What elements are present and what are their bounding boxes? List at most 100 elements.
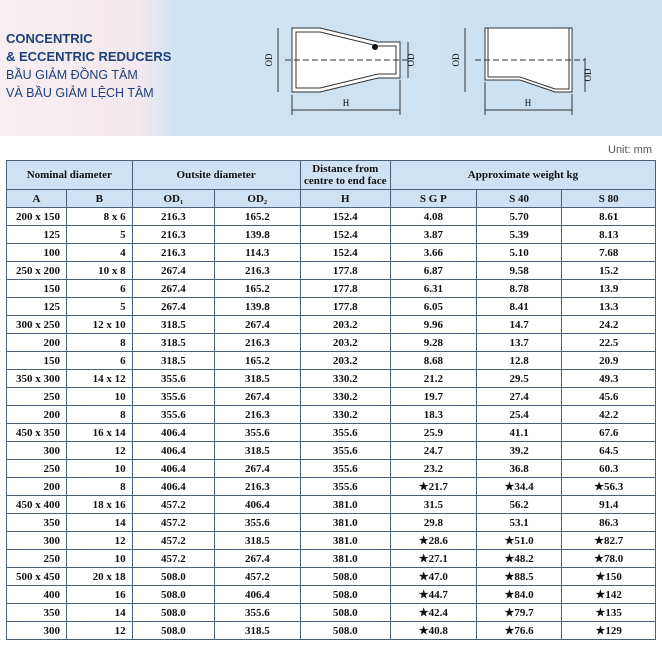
title-line: & ECCENTRIC REDUCERS [6,49,172,64]
cell: 508.0 [131,567,216,586]
cell: 27.4 [475,387,563,406]
diagram-label: H [525,98,532,108]
cell: 355.6 [299,441,391,460]
weld-mark [372,44,378,50]
cell: 3.66 [389,243,477,262]
column-header: OD₁ [131,189,216,208]
cell: 318.5 [214,369,301,388]
cell: ★40.8 [389,621,477,640]
cell: ★150 [561,567,656,586]
cell: 300 [6,441,67,460]
cell: 267.4 [131,279,216,298]
cell: 457.2 [131,531,216,550]
cell: 250 [6,549,67,568]
cell: 9.96 [389,315,477,334]
cell: 8.41 [475,297,563,316]
cell: 14 x 12 [65,369,133,388]
cell: 381.0 [299,513,391,532]
cell: 13.9 [561,279,656,298]
cell: 318.5 [131,351,216,370]
cell: 5.70 [475,207,563,226]
cell: 86.3 [561,513,656,532]
cell: 15.2 [561,261,656,280]
cell: 200 [6,405,67,424]
cell: ★79.7 [475,603,563,622]
cell: 150 [6,279,67,298]
cell: 355.6 [131,405,216,424]
cell: 29.8 [389,513,477,532]
cell: 91.4 [561,495,656,514]
cell: 125 [6,225,67,244]
cell: 41.1 [475,423,563,442]
cell: 42.2 [561,405,656,424]
cell: ★82.7 [561,531,656,550]
cell: 125 [6,297,67,316]
cell: 24.7 [389,441,477,460]
cell: 25.9 [389,423,477,442]
cell: 300 [6,621,67,640]
column-header: H [299,189,391,208]
cell: 56.2 [475,495,563,514]
cell: 300 x 250 [6,315,67,334]
cell: 8 [65,477,133,496]
cell: 508.0 [299,567,391,586]
cell: 508.0 [299,603,391,622]
column-header: OD₂ [214,189,301,208]
cell: 216.3 [214,333,301,352]
cell: 12.8 [475,351,563,370]
cell: 267.4 [214,549,301,568]
column-header: S 80 [561,189,656,208]
cell: 14 [65,603,133,622]
cell: 36.8 [475,459,563,478]
cell: 355.6 [214,423,301,442]
table-row: 350 14 508.0 355.6 508.0 ★42.4 ★79.7 ★135 [6,603,656,622]
cell: ★44.7 [389,585,477,604]
table-row: 250 10 355.6 267.4 330.2 19.7 27.4 45.6 [6,387,656,406]
cell: 5 [65,225,133,244]
cell: ★84.0 [475,585,563,604]
cell: 9.58 [475,261,563,280]
table-row: 300 12 508.0 318.5 508.0 ★40.8 ★76.6 ★129 [6,621,656,640]
cell: 23.2 [389,459,477,478]
cell: 6.05 [389,297,477,316]
cell: 12 [65,621,133,640]
cell: 330.2 [299,369,391,388]
table-row: 400 16 508.0 406.4 508.0 ★44.7 ★84.0 ★142 [6,585,656,604]
cell: ★47.0 [389,567,477,586]
cell: 203.2 [299,315,391,334]
cell: 355.6 [299,477,391,496]
cell: 450 x 350 [6,423,67,442]
table-row: 450 x 350 16 x 14 406.4 355.6 355.6 25.9 41.1 6… [6,423,656,442]
cell: 67.6 [561,423,656,442]
cell: 457.2 [131,513,216,532]
cell: 330.2 [299,387,391,406]
table: Nominal diameter Outsite diameter Distan… [6,160,657,640]
cell: 150 [6,351,67,370]
cell: 8 x 6 [65,207,133,226]
cell: 508.0 [131,603,216,622]
table-row: 150 6 267.4 165.2 177.8 6.31 8.78 13.9 [6,279,656,298]
table-row: 125 5 216.3 139.8 152.4 3.87 5.39 8.13 [6,225,656,244]
cell: 267.4 [214,387,301,406]
cell: ★28.6 [389,531,477,550]
cell: 13.3 [561,297,656,316]
diagram-label: OD [451,53,461,66]
cell: 6.31 [389,279,477,298]
cell: 10 [65,459,133,478]
cell: 250 [6,459,67,478]
cell: 381.0 [299,531,391,550]
cell: 49.3 [561,369,656,388]
cell: 200 [6,477,67,496]
cell: 53.1 [475,513,563,532]
cell: 406.4 [131,423,216,442]
cell: 39.2 [475,441,563,460]
cell: 250 x 200 [6,261,67,280]
cell: 508.0 [299,585,391,604]
column-header: B [65,189,133,208]
cell: 318.5 [131,333,216,352]
cell: 139.8 [214,225,301,244]
cell: 20.9 [561,351,656,370]
diagram-label: OD [406,53,416,66]
cell: 318.5 [214,441,301,460]
